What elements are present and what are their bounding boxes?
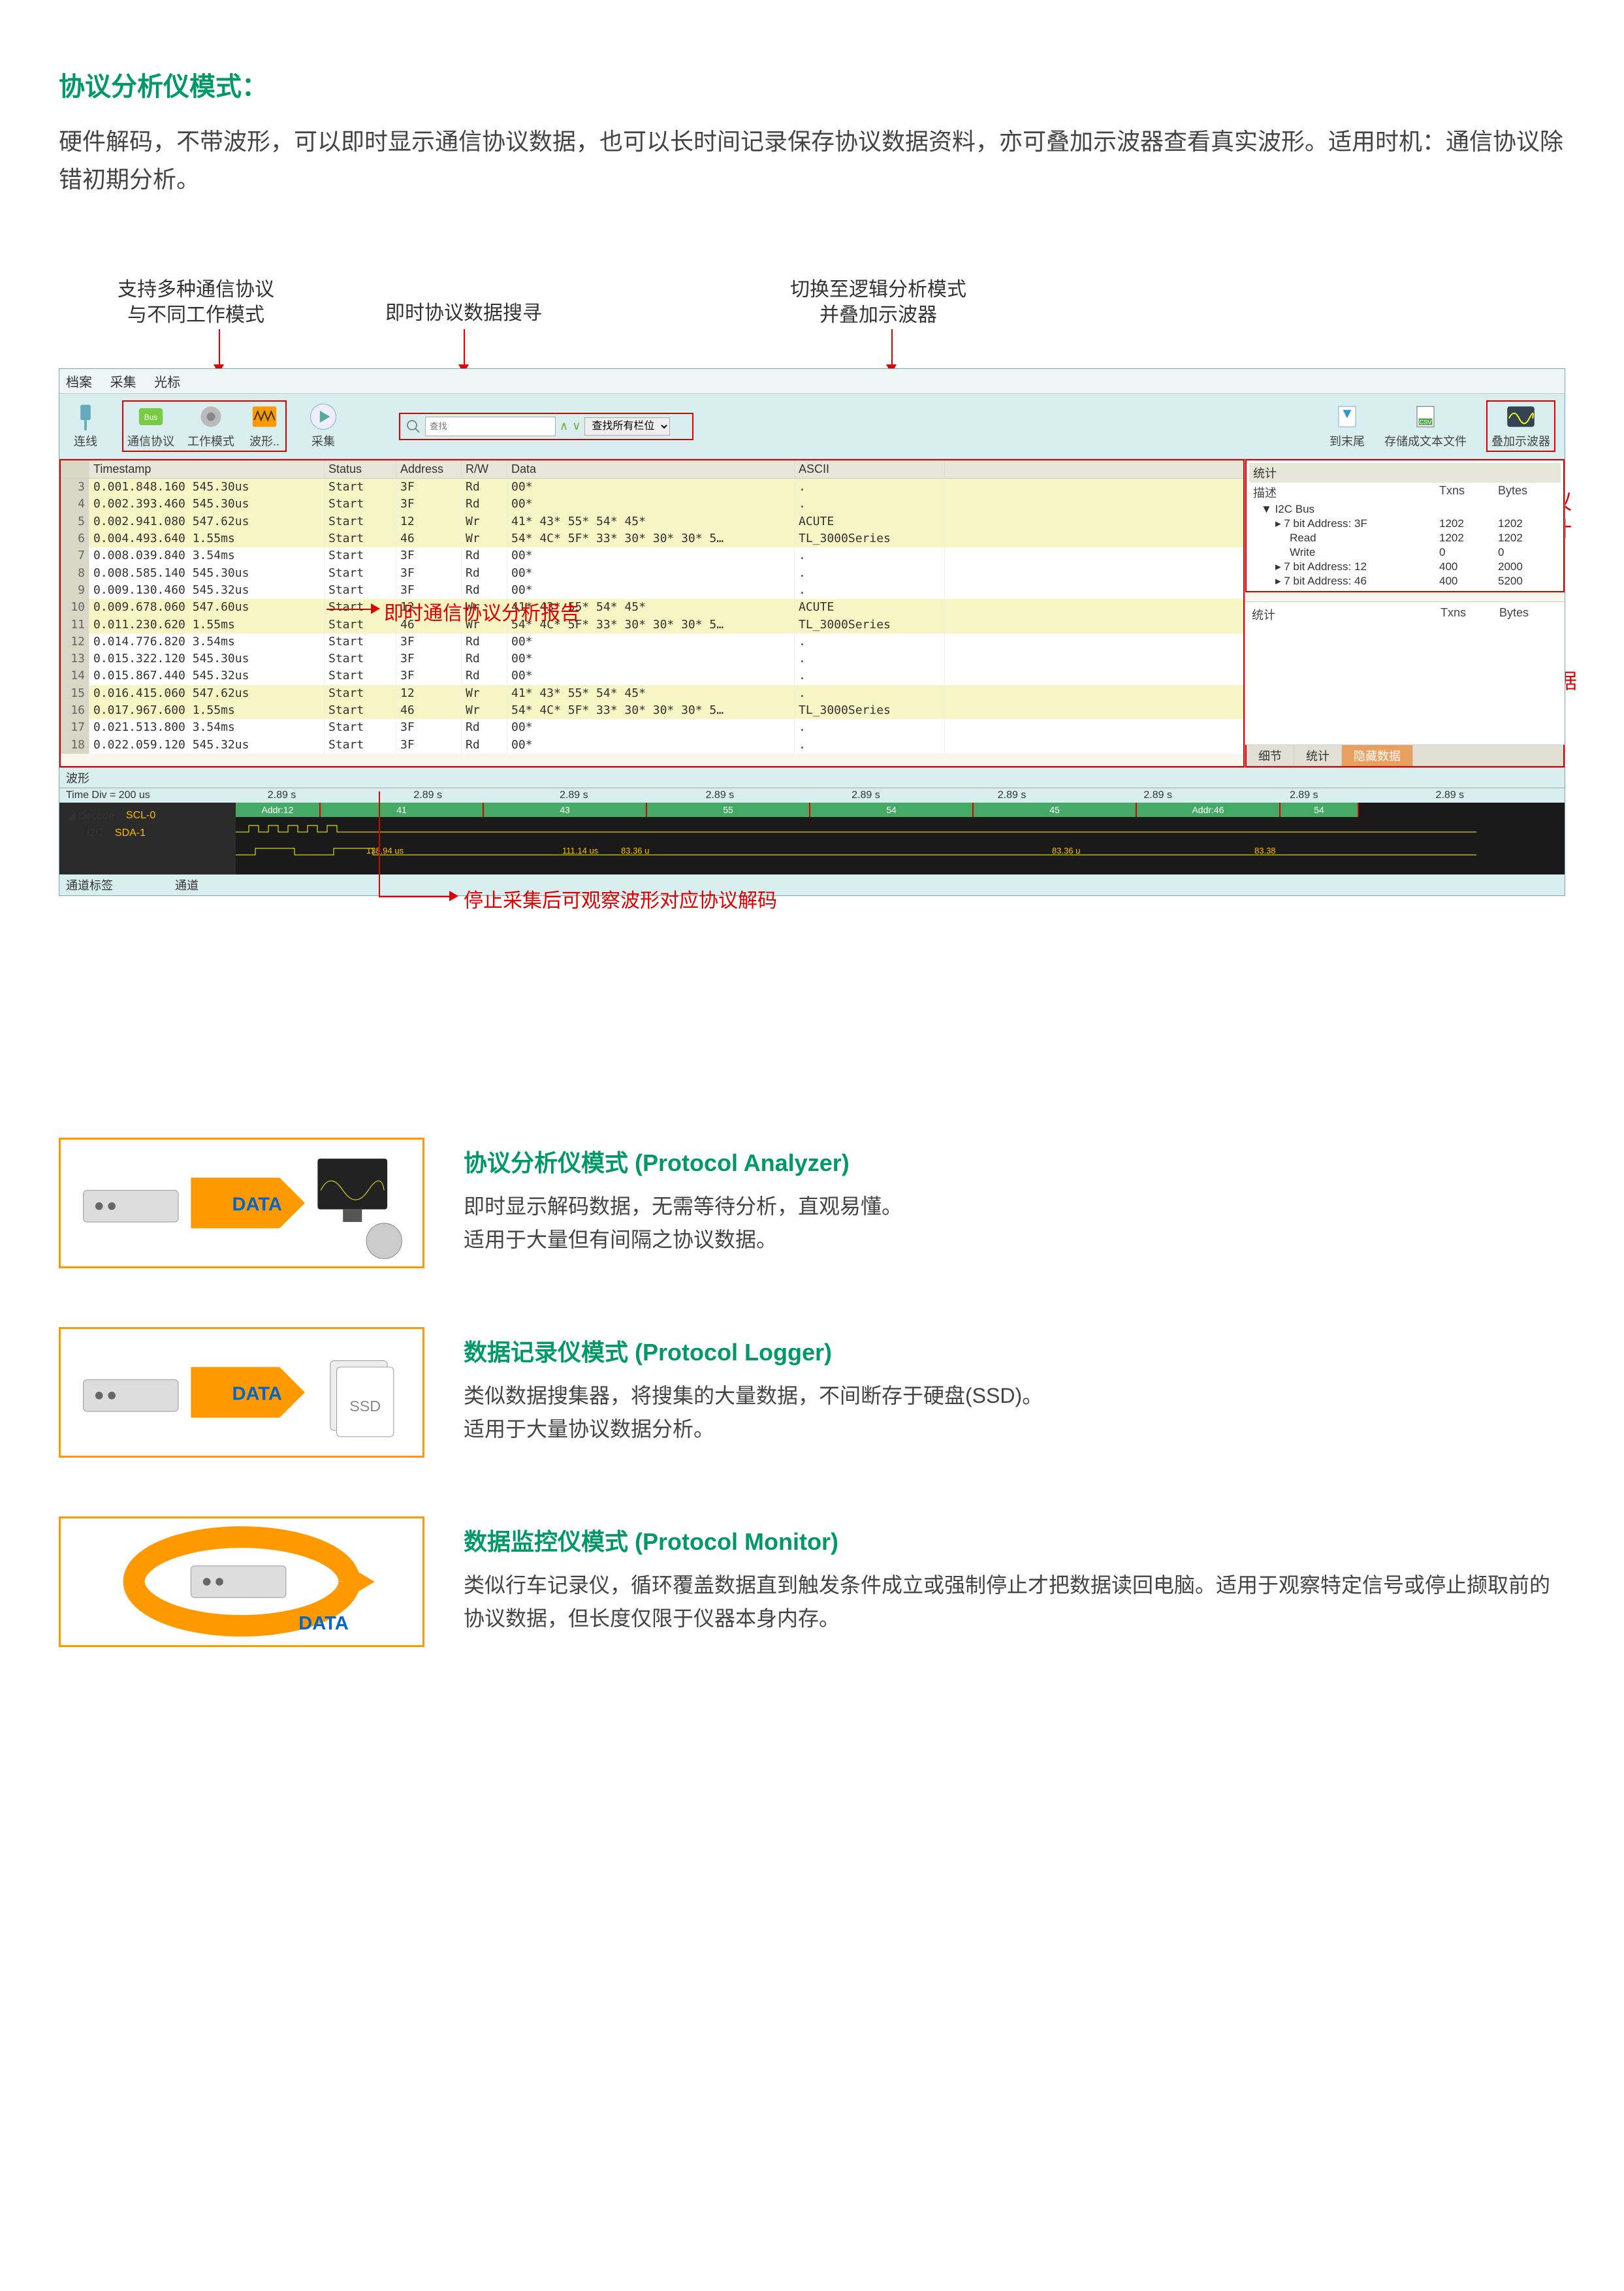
mode-title: 数据记录仪模式 (Protocol Logger) [464,1334,1565,1368]
mode-block: DATADATA 协议分析仪模式 (Protocol Analyzer) 即时显… [59,1138,1565,1268]
mode-title: 数据监控仪模式 (Protocol Monitor) [464,1523,1565,1557]
svg-text:111.14 us: 111.14 us [562,846,599,856]
table-row[interactable]: 50.002.941.080 547.62usStart12Wr41* 43* … [61,513,1243,530]
addr-segment: 45 [974,803,1137,817]
next-icon[interactable]: ∨ [572,419,581,433]
mode-icon: DATA [59,1516,424,1647]
top-labels: 支持多种通信协议 与不同工作模式 即时协议数据搜寻 切换至逻辑分析模式 并叠加示… [59,277,1565,368]
table-row[interactable]: 180.022.059.120 545.32usStart3FRd00*. [61,737,1243,754]
mode-block: DATA SSD 数据记录仪模式 (Protocol Logger) 类似数据搜集… [59,1327,1565,1458]
menu-capture[interactable]: 采集 [110,376,136,390]
addr-segment: 54 [810,803,974,817]
svg-text:83.36 u: 83.36 u [1052,846,1080,856]
addr-segment: Addr:12 [236,803,321,817]
svg-text:DATA: DATA [232,1384,281,1405]
data-grid: Timestamp Status Address R/W Data ASCII … [59,459,1565,767]
tb-waveform[interactable]: 波形.. [247,403,281,449]
lbl-switch-2: 并叠加示波器 [790,302,966,328]
stats-title: 统计 [1249,463,1561,483]
stats-row: ▸ 7 bit Address: 124002000 [1249,560,1561,574]
stats-tabs[interactable]: 细节 统计 隐藏数据 [1245,745,1565,767]
mode-desc: 即时显示解码数据，无需等待分析，直观易懂。适用于大量但有间隔之协议数据。 [464,1190,1565,1257]
svg-text:83.38: 83.38 [1254,846,1276,856]
svg-text:83.36 u: 83.36 u [621,846,649,856]
mode-desc: 类似行车记录仪，循环覆盖数据直到触发条件成立或强制停止才把数据读回电脑。适用于观… [464,1569,1565,1635]
search-group: ∧ ∨ 查找所有栏位 [399,413,693,440]
i2c-label: I2C [87,827,103,839]
table-row[interactable]: 170.021.513.800 3.54msStart3FRd00*. [61,719,1243,736]
callout-report: 即时通信协议分析报告 [384,597,580,626]
menu-file[interactable]: 档案 [66,376,92,390]
table-row[interactable]: 60.004.493.640 1.55msStart46Wr54* 4C* 5F… [61,530,1243,547]
table-row[interactable]: 120.014.776.820 3.54msStart3FRd00*. [61,633,1243,650]
mode-icon: DATADATA [59,1138,424,1268]
wave-timediv: Time Div = 200 us 2.89 s2.89 s2.89 s 2.8… [59,788,1565,803]
tb-connect[interactable]: 连线 [69,403,103,449]
stats-row: ▸ 7 bit Address: 464005200 [1249,574,1561,588]
svg-text:Bus: Bus [144,413,157,422]
table-row[interactable]: 90.009.130.460 545.32usStart3FRd00*. [61,582,1243,599]
tb-protocol[interactable]: Bus 通信协议 [127,403,174,449]
table-row[interactable]: 150.016.415.060 547.62usStart12Wr41* 43*… [61,685,1243,702]
ch-scl: SCL-0 [126,810,155,822]
svg-text:DATA: DATA [298,1613,348,1634]
svg-text:DATA: DATA [232,1194,281,1215]
search-input[interactable] [425,417,556,436]
tab-detail[interactable]: 细节 [1247,745,1294,766]
app-window: 档案 采集 光标 连线 Bus 通信协议 工作模式 波形.. 采集 [59,368,1565,896]
table-row[interactable]: 70.008.039.840 3.54msStart3FRd00*. [61,547,1243,564]
toolbar: 连线 Bus 通信协议 工作模式 波形.. 采集 ∧ ∨ [59,394,1565,459]
lbl-search: 即时协议数据搜寻 [385,300,542,326]
addr-segment: 54 [1281,803,1359,817]
addr-segment: Addr:46 [1137,803,1281,817]
search-icon [406,419,421,434]
grid-header: Timestamp Status Address R/W Data ASCII [61,460,1243,479]
lbl-protocols-1: 支持多种通信协议 [118,277,274,302]
addr-segment: 55 [647,803,810,817]
table-row[interactable]: 100.009.678.060 547.60usStart12Wr41* 43*… [61,599,1243,616]
page-desc: 硬件解码，不带波形，可以即时显示通信协议数据，也可以长时间记录保存协议数据资料，… [59,123,1565,198]
addr-segment: 43 [484,803,647,817]
mode-icon: DATA SSD [59,1327,424,1458]
lbl-protocols-2: 与不同工作模式 [118,302,274,328]
tb-save-txt[interactable]: CSV 存储成文本文件 [1384,403,1467,449]
svg-text:CSV: CSV [1420,419,1433,426]
table-row[interactable]: 30.001.848.160 545.30usStart3FRd00*. [61,479,1243,496]
tab-hide[interactable]: 隐藏数据 [1342,745,1413,766]
decode-label[interactable]: ◢ Decode [67,809,114,822]
svg-text:SSD: SSD [349,1398,381,1415]
mode-title: 协议分析仪模式 (Protocol Analyzer) [464,1144,1565,1178]
table-row[interactable]: 160.017.967.600 1.55msStart46Wr54* 4C* 5… [61,702,1243,719]
waveform-view[interactable]: ◢ DecodeSCL-0 I2CSDA-1 Addr:124143555445… [59,803,1565,874]
table-row[interactable]: 40.002.393.460 545.30usStart3FRd00*. [61,496,1243,513]
svg-text:138.94 us: 138.94 us [366,846,404,856]
stats-row: ▸ 7 bit Address: 3F12021202 [1249,517,1561,531]
table-row[interactable]: 110.011.230.620 1.55msStart46Wr54* 4C* 5… [61,617,1243,633]
page-title: 协议分析仪模式： [59,65,1565,103]
addr-segment: 41 [321,803,484,817]
ch-sda: SDA-1 [115,827,146,839]
mode-desc: 类似数据搜集器，将搜集的大量数据，不间断存于硬盘(SSD)。适用于大量协议数据分… [464,1379,1565,1446]
tb-workmode[interactable]: 工作模式 [187,403,234,449]
stats-row: Read12021202 [1249,531,1561,545]
tab-stats[interactable]: 统计 [1294,745,1342,766]
tb-capture[interactable]: 采集 [306,403,340,449]
tb-to-end[interactable]: 到末尾 [1329,403,1365,449]
tb-stack-dso[interactable]: 叠加示波器 [1491,403,1550,449]
mode-block: DATA 数据监控仪模式 (Protocol Monitor) 类似行车记录仪，… [59,1516,1565,1647]
stats-row: ▼ I2C Bus [1249,502,1561,517]
wave-footer: 通道标签 通道 [59,874,1565,895]
wave-title: 波形 [59,767,1565,788]
prev-icon[interactable]: ∧ [560,419,568,433]
callout-stop: 停止采集后可观察波形对应协议解码 [464,884,777,913]
menu-cursor[interactable]: 光标 [154,376,180,390]
table-row[interactable]: 130.015.322.120 545.30usStart3FRd00*. [61,650,1243,667]
lbl-switch-1: 切换至逻辑分析模式 [790,277,966,302]
search-scope[interactable]: 查找所有栏位 [584,417,670,436]
table-row[interactable]: 80.008.585.140 545.30usStart3FRd00*. [61,565,1243,582]
table-row[interactable]: 140.015.867.440 545.32usStart3FRd00*. [61,667,1243,684]
stats-panel: 统计 描述TxnsBytes ▼ I2C Bus▸ 7 bit Address:… [1245,459,1565,592]
menubar[interactable]: 档案 采集 光标 [59,369,1565,394]
stats-row: Write00 [1249,545,1561,560]
